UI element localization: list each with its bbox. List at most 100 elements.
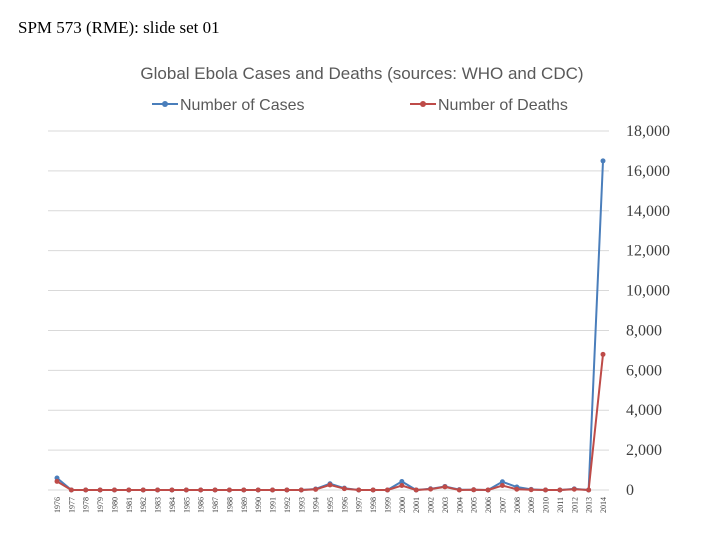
x-tick-label: 2007 (498, 497, 507, 513)
data-point-deaths (298, 487, 304, 493)
x-tick-label: 1993 (297, 497, 306, 513)
data-point-deaths (543, 487, 549, 493)
y-tick-label: 8,000 (626, 322, 662, 339)
data-point-deaths (183, 487, 189, 493)
data-point-deaths (327, 482, 333, 488)
data-point-cases (499, 479, 505, 485)
series-lines (54, 158, 606, 493)
x-tick-label: 1994 (312, 497, 321, 513)
data-point-deaths (54, 478, 60, 484)
data-point-deaths (499, 483, 505, 489)
x-tick-label: 2011 (556, 497, 565, 513)
data-point-deaths (169, 487, 175, 493)
x-tick-label: 1978 (82, 497, 91, 513)
y-tick-label: 18,000 (626, 123, 670, 140)
x-tick-label: 1986 (197, 497, 206, 513)
data-point-deaths (140, 487, 146, 493)
chart-title: Global Ebola Cases and Deaths (sources: … (140, 64, 583, 83)
x-tick-label: 1983 (154, 497, 163, 513)
x-tick-label: 2004 (455, 497, 464, 513)
data-point-deaths (471, 487, 477, 493)
data-point-deaths (270, 487, 276, 493)
chart-legend: Number of Cases Number of Deaths (152, 97, 568, 114)
y-tick-label: 6,000 (626, 362, 662, 379)
x-tick-label: 1992 (283, 497, 292, 513)
data-point-deaths (428, 486, 434, 492)
y-tick-label: 0 (626, 482, 634, 499)
data-point-cases (600, 158, 606, 164)
x-tick-label: 1990 (254, 497, 263, 513)
legend-label-deaths: Number of Deaths (438, 97, 568, 114)
data-point-deaths (111, 487, 117, 493)
x-tick-label: 1996 (340, 497, 349, 513)
y-axis-ticks: 0 2,000 4,000 6,000 8,000 10,000 12,000 14,000 1… (626, 123, 670, 499)
data-point-deaths (226, 487, 232, 493)
y-tick-label: 12,000 (626, 243, 670, 260)
data-point-deaths (83, 487, 89, 493)
data-point-deaths (600, 351, 606, 357)
x-tick-label: 2000 (398, 497, 407, 513)
x-tick-label: 1980 (110, 497, 119, 513)
x-tick-label: 2005 (470, 497, 479, 513)
data-point-deaths (212, 487, 218, 493)
data-point-deaths (155, 487, 161, 493)
data-point-deaths (356, 487, 362, 493)
x-tick-label: 1988 (225, 497, 234, 513)
x-tick-label: 1982 (139, 497, 148, 513)
data-point-deaths (413, 487, 419, 493)
x-tick-label: 1995 (326, 497, 335, 513)
y-tick-label: 16,000 (626, 163, 670, 180)
data-point-deaths (313, 486, 319, 492)
data-point-deaths (126, 487, 132, 493)
x-tick-label: 2002 (427, 497, 436, 513)
x-tick-label: 1981 (125, 497, 134, 513)
x-tick-label: 2001 (412, 497, 421, 513)
x-tick-label: 1989 (240, 497, 249, 513)
x-tick-label: 1976 (53, 497, 62, 513)
y-tick-label: 14,000 (626, 203, 670, 220)
x-tick-label: 1984 (168, 497, 177, 513)
data-point-deaths (514, 486, 520, 492)
data-point-deaths (456, 487, 462, 493)
series-line-deaths (56, 354, 604, 491)
x-tick-label: 1999 (383, 497, 392, 513)
x-tick-label: 2012 (570, 497, 579, 513)
x-tick-label: 1998 (369, 497, 378, 513)
data-point-deaths (485, 487, 491, 493)
legend-label-cases: Number of Cases (180, 97, 305, 114)
data-point-deaths (68, 487, 74, 493)
legend-dot-cases (162, 101, 168, 107)
y-tick-label: 2,000 (626, 442, 662, 459)
data-point-deaths (370, 487, 376, 493)
data-point-deaths (399, 483, 405, 489)
data-point-deaths (528, 487, 534, 493)
data-point-deaths (571, 486, 577, 492)
x-tick-label: 2006 (484, 497, 493, 513)
slide-title: SPM 573 (RME): slide set 01 (18, 18, 220, 37)
x-axis-ticks: 1976 1977 1978 1979 1980 1981 1982 1983 1984 1985… (53, 497, 608, 513)
x-tick-label: 1979 (96, 497, 105, 513)
data-point-deaths (341, 486, 347, 492)
data-point-deaths (97, 487, 103, 493)
x-tick-label: 1987 (211, 497, 220, 513)
x-tick-label: 1991 (269, 497, 278, 513)
data-point-deaths (255, 487, 261, 493)
data-point-deaths (241, 487, 247, 493)
x-tick-label: 2009 (527, 497, 536, 513)
y-tick-label: 10,000 (626, 283, 670, 300)
data-point-cases (399, 479, 405, 485)
gridlines (48, 130, 609, 491)
y-tick-label: 4,000 (626, 402, 662, 419)
x-tick-label: 1997 (355, 497, 364, 513)
x-tick-label: 1977 (67, 497, 76, 513)
x-tick-label: 1985 (182, 497, 191, 513)
legend-dot-deaths (420, 101, 426, 107)
data-point-deaths (557, 487, 563, 493)
x-tick-label: 2008 (513, 497, 522, 513)
x-tick-label: 2010 (542, 497, 551, 513)
data-point-deaths (442, 484, 448, 490)
data-point-deaths (284, 487, 290, 493)
data-point-deaths (198, 487, 204, 493)
x-tick-label: 2003 (441, 497, 450, 513)
